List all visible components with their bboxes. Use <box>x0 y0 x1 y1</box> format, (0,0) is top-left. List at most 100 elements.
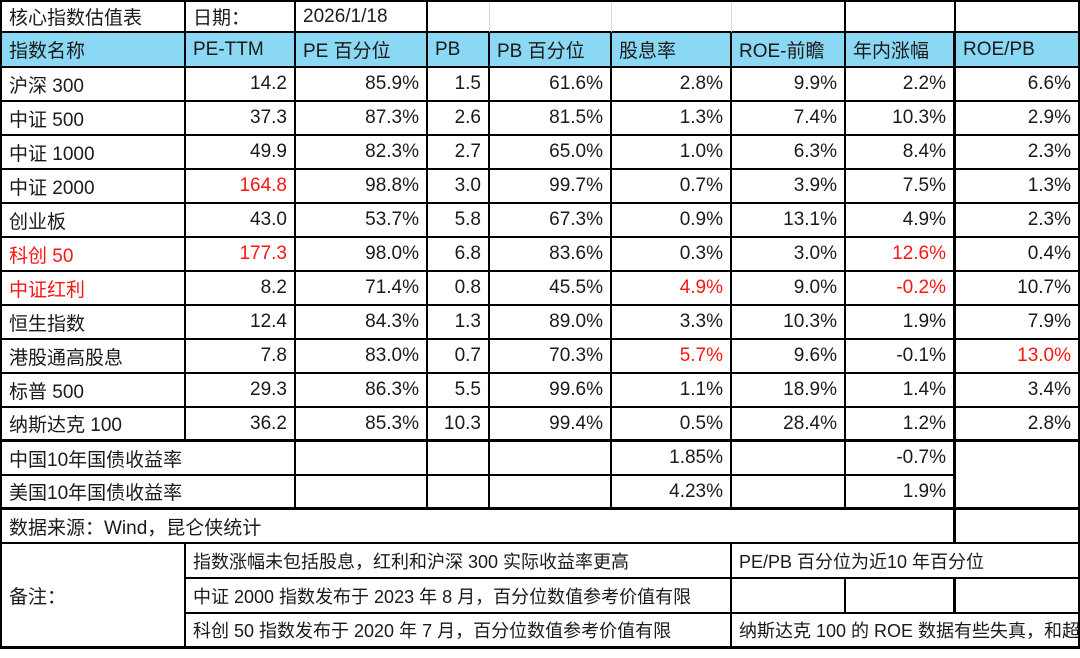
empty-cell[interactable] <box>846 579 956 614</box>
cell-pe-percentile[interactable]: 85.9% <box>296 68 428 102</box>
cell-ytd-change[interactable]: 1.4% <box>846 374 956 408</box>
cell-roe-forward[interactable]: 6.3% <box>732 136 846 170</box>
cell-pb-percentile[interactable]: 67.3% <box>490 204 612 238</box>
cell-ytd-change[interactable]: -0.2% <box>846 272 956 306</box>
cell-pb-percentile[interactable]: 99.6% <box>490 374 612 408</box>
empty-cell[interactable] <box>612 2 732 33</box>
cell-pe-ttm[interactable]: 12.4 <box>186 306 296 340</box>
cell-pe-percentile[interactable]: 53.7% <box>296 204 428 238</box>
cell-pb[interactable]: 5.8 <box>428 204 490 238</box>
cell-dividend-yield[interactable]: 0.7% <box>612 170 732 204</box>
cell-roe-pb[interactable]: 13.0% <box>956 340 1080 374</box>
cell-pb[interactable]: 1.3 <box>428 306 490 340</box>
cell-bond-ytd-change[interactable]: -0.7% <box>846 442 956 476</box>
cell-pe-ttm[interactable]: 49.9 <box>186 136 296 170</box>
cell-dividend-yield[interactable]: 0.9% <box>612 204 732 238</box>
header-roe-forward[interactable]: ROE-前瞻 <box>732 33 846 68</box>
cell-pb-percentile[interactable]: 81.5% <box>490 102 612 136</box>
cell-pe-ttm[interactable]: 36.2 <box>186 408 296 442</box>
cell-roe-pb[interactable]: 2.9% <box>956 102 1080 136</box>
cell-ytd-change[interactable]: 1.2% <box>846 408 956 442</box>
cell-index-name[interactable]: 创业板 <box>2 204 186 238</box>
cell-bond-yield[interactable]: 1.85% <box>612 442 732 476</box>
cell-roe-forward[interactable]: 7.4% <box>732 102 846 136</box>
cell-pb-percentile[interactable]: 61.6% <box>490 68 612 102</box>
date-label-cell[interactable]: 日期： <box>186 2 296 33</box>
cell-pb[interactable]: 6.8 <box>428 238 490 272</box>
cell-index-name[interactable]: 标普 500 <box>2 374 186 408</box>
empty-merged-cell[interactable] <box>956 442 1080 510</box>
header-dividend-yield[interactable]: 股息率 <box>612 33 732 68</box>
cell-ytd-change[interactable]: 2.2% <box>846 68 956 102</box>
cell-pb[interactable]: 2.6 <box>428 102 490 136</box>
empty-cell[interactable] <box>296 442 428 476</box>
cell-pb[interactable]: 0.8 <box>428 272 490 306</box>
cell-roe-forward[interactable]: 13.1% <box>732 204 846 238</box>
empty-cell[interactable] <box>956 510 1080 544</box>
cell-ytd-change[interactable]: 7.5% <box>846 170 956 204</box>
empty-cell[interactable] <box>490 442 612 476</box>
cell-roe-forward[interactable]: 9.0% <box>732 272 846 306</box>
empty-cell[interactable] <box>296 476 428 510</box>
cell-index-name[interactable]: 恒生指数 <box>2 306 186 340</box>
empty-cell[interactable] <box>956 2 1080 33</box>
cell-roe-forward[interactable]: 9.9% <box>732 68 846 102</box>
cell-bond-ytd-change[interactable]: 1.9% <box>846 476 956 510</box>
cell-roe-pb[interactable]: 2.3% <box>956 136 1080 170</box>
cell-pe-ttm[interactable]: 37.3 <box>186 102 296 136</box>
cell-dividend-yield[interactable]: 1.0% <box>612 136 732 170</box>
cell-roe-pb[interactable]: 6.6% <box>956 68 1080 102</box>
empty-cell[interactable] <box>732 476 846 510</box>
note-cell[interactable]: 中证 2000 指数发布于 2023 年 8 月，百分位数值参考价值有限 <box>186 579 732 614</box>
cell-pb[interactable]: 2.7 <box>428 136 490 170</box>
empty-cell[interactable] <box>428 476 490 510</box>
empty-cell[interactable] <box>732 442 846 476</box>
cell-bond-yield[interactable]: 4.23% <box>612 476 732 510</box>
cell-ytd-change[interactable]: 10.3% <box>846 102 956 136</box>
cell-pe-percentile[interactable]: 83.0% <box>296 340 428 374</box>
cell-pe-ttm[interactable]: 14.2 <box>186 68 296 102</box>
cell-index-name[interactable]: 科创 50 <box>2 238 186 272</box>
cell-dividend-yield[interactable]: 0.5% <box>612 408 732 442</box>
empty-cell[interactable] <box>490 2 612 33</box>
cell-dividend-yield[interactable]: 0.3% <box>612 238 732 272</box>
cell-roe-forward[interactable]: 3.9% <box>732 170 846 204</box>
header-pb-percentile[interactable]: PB 百分位 <box>490 33 612 68</box>
cell-bond-name[interactable]: 美国10年国债收益率 <box>2 476 296 510</box>
cell-ytd-change[interactable]: 1.9% <box>846 306 956 340</box>
note-side-cell[interactable]: PE/PB 百分位为近10 年百分位 <box>732 544 1080 579</box>
cell-pe-percentile[interactable]: 85.3% <box>296 408 428 442</box>
cell-dividend-yield[interactable]: 1.3% <box>612 102 732 136</box>
cell-roe-forward[interactable]: 9.6% <box>732 340 846 374</box>
cell-dividend-yield[interactable]: 5.7% <box>612 340 732 374</box>
cell-roe-pb[interactable]: 7.9% <box>956 306 1080 340</box>
empty-cell[interactable] <box>490 476 612 510</box>
cell-pb-percentile[interactable]: 89.0% <box>490 306 612 340</box>
cell-index-name[interactable]: 中证 500 <box>2 102 186 136</box>
empty-cell[interactable] <box>732 579 846 614</box>
empty-cell[interactable] <box>428 442 490 476</box>
cell-roe-pb[interactable]: 1.3% <box>956 170 1080 204</box>
cell-index-name[interactable]: 港股通高股息 <box>2 340 186 374</box>
cell-ytd-change[interactable]: -0.1% <box>846 340 956 374</box>
cell-pe-ttm[interactable]: 29.3 <box>186 374 296 408</box>
cell-pb-percentile[interactable]: 99.4% <box>490 408 612 442</box>
note-cell[interactable]: 科创 50 指数发布于 2020 年 7 月，百分位数值参考价值有限 <box>186 614 732 649</box>
cell-ytd-change[interactable]: 8.4% <box>846 136 956 170</box>
cell-pe-percentile[interactable]: 84.3% <box>296 306 428 340</box>
cell-roe-pb[interactable]: 3.4% <box>956 374 1080 408</box>
cell-pb-percentile[interactable]: 83.6% <box>490 238 612 272</box>
cell-pe-ttm[interactable]: 8.2 <box>186 272 296 306</box>
cell-pe-ttm[interactable]: 43.0 <box>186 204 296 238</box>
cell-ytd-change[interactable]: 12.6% <box>846 238 956 272</box>
data-source-cell[interactable]: 数据来源：Wind，昆仑侠统计 <box>2 510 956 544</box>
cell-ytd-change[interactable]: 4.9% <box>846 204 956 238</box>
empty-cell[interactable] <box>732 2 846 33</box>
header-roe-pb[interactable]: ROE/PB <box>956 33 1080 68</box>
empty-cell[interactable] <box>846 2 956 33</box>
cell-pe-percentile[interactable]: 82.3% <box>296 136 428 170</box>
cell-index-name[interactable]: 中证红利 <box>2 272 186 306</box>
cell-pb[interactable]: 3.0 <box>428 170 490 204</box>
cell-pe-percentile[interactable]: 98.8% <box>296 170 428 204</box>
note-side-cell[interactable]: 纳斯达克 100 的 ROE 数据有些失真，和超 <box>732 614 1080 649</box>
